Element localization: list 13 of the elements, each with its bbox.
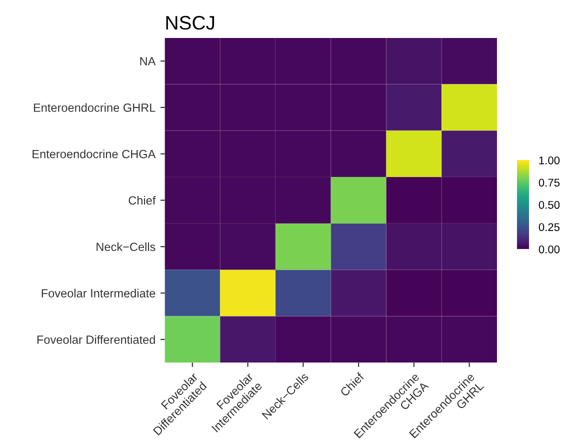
- color-bar-label: 0.50: [538, 200, 560, 209]
- y-tick-label: Enteroendocrine CHGA: [32, 150, 156, 158]
- y-tick-label: Neck−Cells: [96, 242, 156, 252]
- y-tick-label: Foveolar Intermediate: [42, 288, 156, 298]
- color-bar-label: 1.00: [539, 156, 560, 164]
- color-bar-label: 0.75: [538, 178, 560, 187]
- color-bar-label: 0.25: [538, 223, 560, 232]
- color-bar-label: 0.00: [538, 245, 560, 254]
- y-tick-label: Enteroendocrine GHRL: [34, 103, 156, 112]
- y-tick-label: Chief: [128, 196, 156, 205]
- chart-title: NSCJ: [166, 16, 214, 30]
- y-tick-label: NA: [140, 57, 156, 66]
- y-tick-label: Foveolar Differentiated: [37, 335, 155, 344]
